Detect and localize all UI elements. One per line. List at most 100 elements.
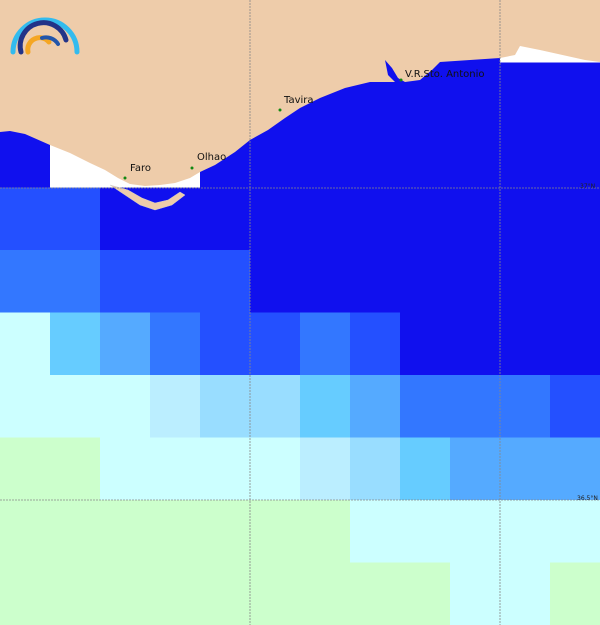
grid-cell (400, 375, 451, 438)
grid-cell (350, 437, 401, 501)
grid-cell (0, 562, 51, 625)
latitude-label-36-5: 36.5°N (577, 495, 598, 502)
grid-cell (0, 312, 51, 376)
city-label-vrsa: V.R.Sto. Antonio (405, 69, 485, 80)
grid-cell (400, 250, 451, 313)
grid-cell (550, 125, 600, 188)
grid-cell (0, 187, 51, 251)
grid-cell (100, 437, 151, 501)
grid-cell (550, 312, 600, 376)
grid-cell (350, 375, 401, 438)
latitude-label-37: 37°N (580, 183, 596, 190)
grid-cell (550, 187, 600, 251)
city-marker-faro (123, 176, 127, 180)
grid-cell (500, 312, 551, 376)
grid-cell (150, 312, 201, 376)
grid-cell (350, 187, 401, 251)
grid-cell (0, 250, 51, 313)
grid-cell (100, 562, 151, 625)
grid-cell (450, 187, 501, 251)
grid-cell (450, 437, 501, 501)
city-marker-vrsa (399, 78, 403, 82)
grid-cell (250, 375, 301, 438)
grid-cell (200, 312, 251, 376)
city-label-olhao: Olhao (197, 152, 227, 163)
grid-cell (200, 187, 251, 251)
grid-cell (450, 250, 501, 313)
grid-cell (100, 500, 151, 563)
grid-cell (250, 312, 301, 376)
grid-cell (50, 500, 101, 563)
grid-cell (100, 375, 151, 438)
grid-cell (250, 250, 301, 313)
grid-cell (150, 250, 201, 313)
grid-cell (50, 437, 101, 501)
grid-cell (50, 187, 101, 251)
grid-cell (350, 562, 401, 625)
grid-cell (200, 437, 251, 501)
grid-cell (400, 312, 451, 376)
grid-cell (100, 312, 151, 376)
grid-cell (250, 562, 301, 625)
grid-cell (0, 375, 51, 438)
grid-cell (400, 125, 451, 188)
grid-cell (150, 500, 201, 563)
grid-cell (250, 125, 301, 188)
grid-cell (100, 250, 151, 313)
grid-cell (300, 562, 351, 625)
grid-cell (450, 62, 501, 126)
grid-cell (250, 500, 301, 563)
grid-cell (50, 375, 101, 438)
city-label-tavira: Tavira (284, 95, 314, 106)
grid-cell (400, 187, 451, 251)
grid-cell (200, 375, 251, 438)
grid-cell (450, 500, 501, 563)
grid-cell (200, 562, 251, 625)
grid-cell (50, 562, 101, 625)
grid-cell (500, 62, 551, 126)
grid-cell (500, 125, 551, 188)
grid-cell (0, 500, 51, 563)
grid-cell (250, 187, 301, 251)
grid-cell (450, 562, 501, 625)
grid-cell (300, 125, 351, 188)
grid-cell (150, 562, 201, 625)
grid-cell (250, 437, 301, 501)
grid-cell (450, 312, 501, 376)
grid-cell (450, 375, 501, 438)
grid-cell (350, 500, 401, 563)
grid-cell (300, 250, 351, 313)
grid-cell (500, 500, 551, 563)
grid-cell (400, 562, 451, 625)
grid-cell (50, 250, 101, 313)
grid-cell (300, 375, 351, 438)
barrier-islands (109, 184, 186, 211)
grid-cell (50, 312, 101, 376)
grid-cell (0, 437, 51, 501)
city-label-faro: Faro (130, 163, 151, 174)
grid-cell (500, 562, 551, 625)
grid-cell (500, 375, 551, 438)
grid-cell (550, 562, 600, 625)
grid-cell (150, 437, 201, 501)
grid-cell (500, 437, 551, 501)
city-marker-tavira (278, 108, 282, 112)
logo-arcs-icon (10, 17, 80, 55)
grid-cell (550, 62, 600, 126)
grid-cell (550, 375, 600, 438)
grid-cell (200, 250, 251, 313)
city-markers (123, 78, 403, 180)
grid-cell (300, 437, 351, 501)
grid-cell (300, 500, 351, 563)
grid-cell (550, 437, 600, 501)
grid-cell (200, 500, 251, 563)
grid-cell (400, 500, 451, 563)
land-mass (0, 0, 600, 186)
grid-cell (300, 187, 351, 251)
grid-cell (150, 375, 201, 438)
grid-cell (500, 187, 551, 251)
grid-cell (550, 250, 600, 313)
city-marker-olhao (190, 166, 194, 170)
